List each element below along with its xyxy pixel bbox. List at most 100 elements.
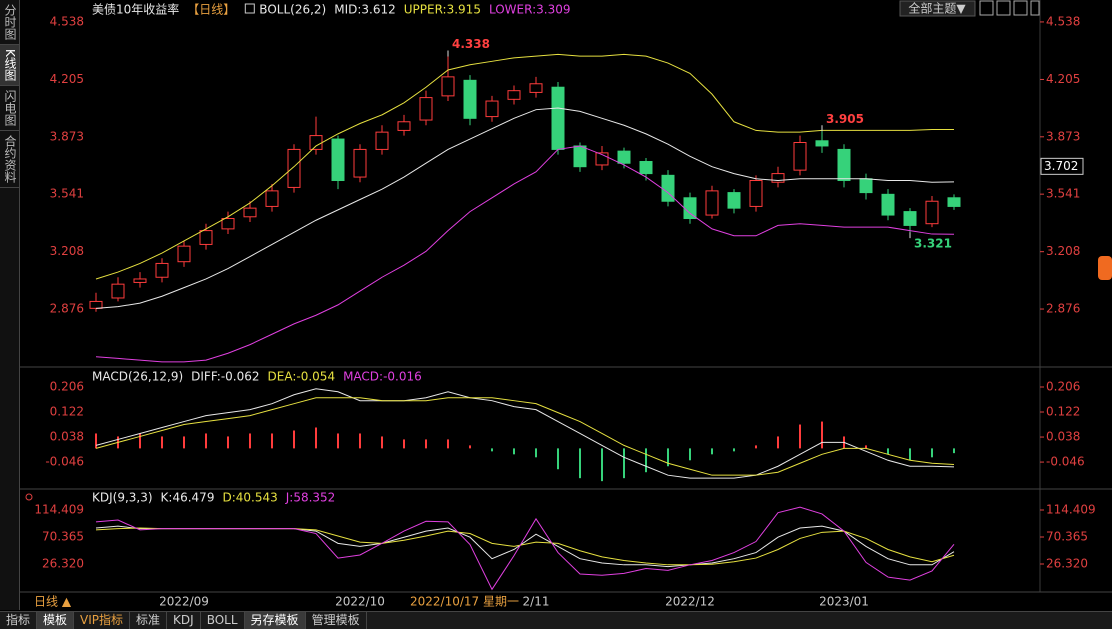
candle-body [133, 278, 147, 283]
candle-body [727, 192, 741, 209]
candle-body [221, 218, 235, 230]
candle-body [551, 86, 565, 150]
candle-body [331, 138, 345, 182]
legend-label: 【日线】 [187, 3, 235, 17]
annotation: 4.338 [452, 37, 490, 51]
y-tick-label: 26.320 [42, 557, 84, 571]
y-tick-label-right: 3.541 [1046, 187, 1080, 201]
y-tick-label: 0.206 [50, 379, 84, 393]
candle-body [265, 190, 279, 207]
sidebar-tab[interactable]: K线图 [0, 45, 19, 86]
candle-body [815, 140, 829, 147]
series-line [95, 506, 955, 591]
candle-body [507, 90, 521, 100]
y-tick-label: 0.038 [50, 430, 84, 444]
candle-body [485, 100, 499, 118]
candle-body [903, 211, 917, 226]
y-tick-label: 3.208 [50, 244, 84, 258]
sidebar-tab[interactable]: 闪电图 [0, 86, 19, 131]
candle-body [749, 180, 763, 207]
bottom-tab[interactable]: BOLL [201, 612, 245, 629]
sidebar-tab[interactable]: 合约资料 [0, 131, 19, 188]
candle-body [243, 207, 257, 218]
y-tick-label: 3.541 [50, 187, 84, 201]
y-tick-label-right: 3.208 [1046, 244, 1080, 258]
series-line [95, 397, 955, 476]
bottom-tab[interactable]: 标准 [130, 612, 168, 629]
legend-label: MACD:-0.016 [343, 370, 422, 384]
y-tick-label-right: 4.205 [1046, 72, 1080, 86]
legend-label: DEA:-0.054 [268, 370, 336, 384]
checkbox [244, 3, 255, 14]
candle-body [881, 193, 895, 216]
cursor-value: 3.702 [1044, 159, 1078, 173]
candle-body [463, 79, 477, 119]
sidebar-tab[interactable]: 分时图 [0, 0, 19, 45]
candle-body [639, 161, 653, 175]
y-tick-label-right: 0.038 [1046, 430, 1080, 444]
toolbar-icons [979, 0, 1040, 16]
y-tick-label: 4.538 [50, 14, 84, 28]
candle-body [177, 245, 191, 263]
y-tick-label-right: 26.320 [1046, 557, 1088, 571]
theme-label[interactable]: 全部主题▼ [908, 1, 966, 16]
logo [1098, 256, 1112, 280]
candle-body [859, 178, 873, 194]
x-tick-label: 2022/10 [335, 595, 385, 609]
candle-body [837, 148, 851, 182]
candle-body [309, 135, 323, 150]
x-tick-label: 2022/12 [665, 595, 715, 609]
series-line [95, 388, 955, 479]
candle-body [287, 148, 301, 188]
series-line [95, 145, 955, 363]
candle-body [617, 150, 631, 164]
legend-label: DIFF:-0.062 [191, 370, 259, 384]
indicator-icon [25, 493, 33, 501]
legend-label: BOLL(26,2) [259, 3, 326, 17]
legend-label: LOWER:3.309 [489, 3, 571, 17]
icon[interactable] [996, 0, 1011, 16]
candle-body [529, 83, 543, 93]
y-tick-label: 4.205 [50, 72, 84, 86]
bottom-tab[interactable]: 指标 [0, 612, 38, 629]
candle-body [155, 262, 169, 278]
background [20, 0, 1112, 611]
icon[interactable] [979, 0, 994, 16]
y-tick-label: 70.365 [42, 529, 84, 543]
y-tick-label: 0.122 [50, 405, 84, 419]
annotation: 3.321 [914, 237, 952, 251]
legend-label: D:40.543 [222, 491, 277, 505]
candle-body [771, 173, 785, 183]
candle-body [89, 300, 103, 309]
y-tick-label-right: 2.876 [1046, 302, 1080, 316]
x-tick-label: 2/11 [523, 595, 550, 609]
legend-label: 美债10年收益率 [92, 2, 179, 17]
legend-label: K:46.479 [161, 491, 215, 505]
bottom-tab[interactable]: 管理模板 [306, 612, 367, 629]
bottom-tab[interactable]: KDJ [167, 612, 201, 629]
bottom-tab[interactable]: 模板 [37, 612, 75, 629]
series-line [95, 53, 954, 280]
candle-body [441, 76, 455, 97]
candle-body [947, 197, 961, 207]
candle-body [397, 121, 411, 131]
cursor-box [1040, 157, 1084, 175]
y-tick-label-right: 70.365 [1046, 529, 1088, 543]
theme-button[interactable] [899, 0, 976, 17]
cursor-date: 2022/10/17 星期一 [410, 595, 519, 609]
y-tick-label-right: 0.206 [1046, 379, 1080, 393]
bottom-tab[interactable]: 另存模板 [244, 612, 306, 629]
period-label: 日线 ▲ [34, 595, 72, 609]
bottom-tab[interactable]: VIP指标 [74, 612, 131, 629]
candle-body [925, 200, 939, 225]
y-tick-label: 114.409 [34, 502, 84, 516]
candle-body [419, 97, 433, 121]
y-tick-label-right: 114.409 [1046, 502, 1096, 516]
icon[interactable] [1030, 0, 1040, 16]
candle-body [375, 131, 389, 150]
y-tick-label: 3.873 [50, 129, 84, 143]
icon[interactable] [1013, 0, 1028, 16]
y-tick-label: -0.046 [45, 455, 84, 469]
candle-body [199, 230, 213, 245]
candle-body [793, 142, 807, 171]
